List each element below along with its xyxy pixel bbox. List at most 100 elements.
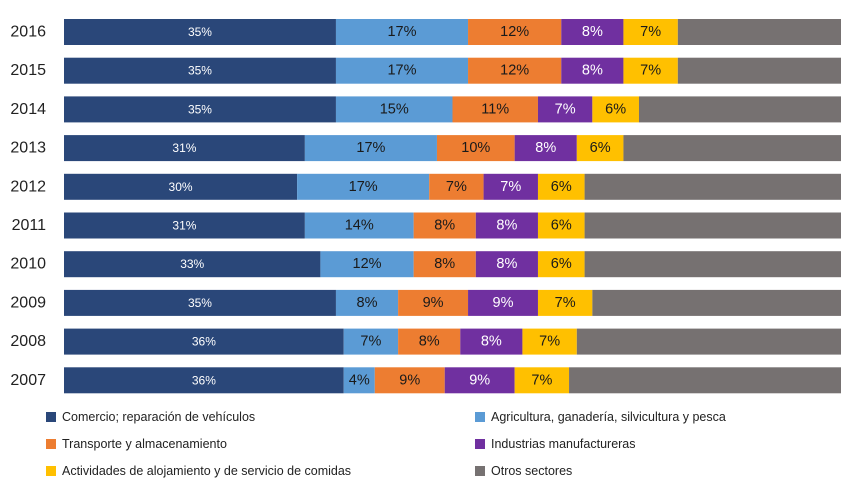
- bar-segment: [561, 57, 624, 84]
- bar-segment: [623, 57, 678, 84]
- y-tick-label: 2011: [12, 217, 47, 234]
- bar-segment: [398, 328, 461, 355]
- data-label: 8%: [582, 63, 603, 79]
- data-label: 7%: [531, 372, 552, 388]
- bar-segment: [537, 251, 585, 278]
- bar-segment: [537, 212, 585, 239]
- data-label: 35%: [188, 25, 212, 39]
- data-label: 11%: [481, 101, 509, 117]
- data-label: 8%: [481, 334, 502, 350]
- bar-segment: [436, 135, 515, 162]
- bar-segment: [561, 19, 624, 45]
- data-label: 12%: [500, 24, 529, 40]
- data-label: 35%: [188, 102, 212, 116]
- bar-segment: [335, 57, 469, 84]
- data-label: 8%: [535, 140, 556, 156]
- data-label: 7%: [539, 334, 560, 350]
- data-label: 7%: [555, 101, 576, 117]
- bar-segment: [592, 96, 639, 123]
- bar-segment: [452, 96, 538, 123]
- data-label: 4%: [349, 372, 370, 388]
- data-label: 17%: [387, 63, 416, 79]
- bar-segment: [569, 367, 841, 394]
- data-label: 6%: [551, 179, 572, 195]
- bar-segment: [64, 135, 305, 162]
- data-label: 7%: [555, 295, 576, 311]
- data-label: 7%: [640, 24, 661, 40]
- bar-segment: [64, 173, 298, 200]
- data-label: 30%: [169, 180, 193, 194]
- bar-segment: [335, 19, 469, 45]
- y-tick-label: 2013: [10, 140, 46, 157]
- bar-segment: [475, 251, 538, 278]
- data-label: 6%: [551, 218, 572, 234]
- data-label: 9%: [469, 372, 490, 388]
- bar-segment: [514, 367, 570, 394]
- data-label: 9%: [423, 295, 444, 311]
- data-label: 35%: [188, 64, 212, 78]
- data-label: 7%: [640, 63, 661, 79]
- bar-segment: [64, 328, 344, 355]
- bar-segment: [64, 96, 336, 123]
- y-tick-label: 2016: [10, 24, 46, 41]
- data-label: 8%: [582, 24, 603, 40]
- data-label: 8%: [496, 218, 517, 234]
- bar-segment: [460, 328, 523, 355]
- data-label: 7%: [446, 179, 467, 195]
- bar-segment: [398, 289, 469, 316]
- data-label: 35%: [188, 296, 212, 310]
- bar-segment: [444, 367, 515, 394]
- data-label: 6%: [551, 256, 572, 272]
- y-tick-label: 2014: [10, 101, 46, 118]
- data-label: 17%: [349, 179, 378, 195]
- bar-segment: [584, 173, 841, 200]
- data-label: 31%: [172, 141, 196, 155]
- bar-segment: [413, 251, 476, 278]
- bar-segment: [335, 96, 453, 123]
- data-label: 36%: [192, 373, 216, 387]
- bar-segment: [623, 19, 678, 45]
- bar-segment: [592, 289, 841, 316]
- y-tick-label: 2015: [10, 62, 46, 79]
- data-label: 15%: [380, 101, 409, 117]
- bar-segment: [429, 173, 484, 200]
- bar-segment: [522, 328, 577, 355]
- bar-segment: [537, 96, 593, 123]
- bar-segment: [475, 212, 538, 239]
- bar-segment: [374, 367, 445, 394]
- data-label: 6%: [590, 140, 611, 156]
- data-label: 14%: [345, 218, 374, 234]
- bar-segment: [297, 173, 430, 200]
- bar-segment: [64, 367, 344, 394]
- bar-segment: [343, 328, 399, 355]
- bar-segment: [335, 289, 399, 316]
- bar-segment: [677, 57, 841, 84]
- data-label: 7%: [360, 334, 381, 350]
- bar-segment: [64, 19, 336, 45]
- bar-segment: [304, 135, 437, 162]
- bar-segment: [413, 212, 476, 239]
- data-label: 8%: [419, 334, 440, 350]
- bar-segment: [483, 173, 538, 200]
- data-label: 31%: [172, 219, 196, 233]
- bar-segment: [584, 212, 841, 239]
- data-label: 9%: [493, 295, 514, 311]
- bar-segment: [320, 251, 414, 278]
- bar-segment: [638, 96, 841, 123]
- bar-segment: [343, 367, 375, 394]
- data-label: 36%: [192, 335, 216, 349]
- data-label: 17%: [387, 24, 416, 40]
- bar-segment: [677, 19, 841, 45]
- bar-segment: [576, 328, 841, 355]
- data-label: 8%: [496, 256, 517, 272]
- y-tick-label: 2012: [10, 178, 46, 195]
- bar-segment: [64, 212, 305, 239]
- bar-segment: [64, 251, 321, 278]
- y-tick-label: 2007: [10, 372, 46, 389]
- y-tick-label: 2008: [10, 333, 46, 350]
- bar-segment: [64, 289, 336, 316]
- y-tick-label: 2010: [10, 256, 46, 273]
- data-label: 7%: [500, 179, 521, 195]
- bar-segment: [468, 57, 562, 84]
